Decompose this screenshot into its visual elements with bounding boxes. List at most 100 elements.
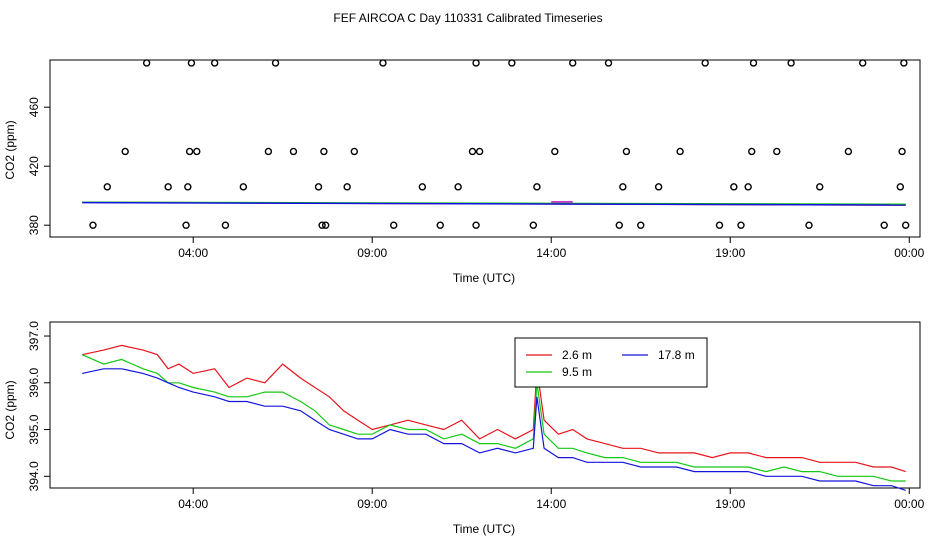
top-y-axis: 380 420 460 (27, 97, 50, 235)
y-tick-label: 394.0 (27, 461, 41, 491)
data-point (320, 147, 328, 156)
data-point (164, 183, 172, 191)
data-point (701, 59, 709, 67)
x-tick-label: 00:00 (894, 497, 924, 511)
x-tick-label: 04:00 (178, 497, 208, 511)
chart-title: FEF AIRCOA C Day 110331 Calibrated Times… (333, 11, 602, 25)
data-point (749, 59, 758, 67)
x-tick-label: 14:00 (536, 497, 566, 511)
data-point (472, 221, 480, 229)
top-panel: 04:00 09:00 14:00 19:00 00:00 380 420 460 Time… (3, 59, 925, 285)
y-tick-label: 395.0 (27, 414, 41, 444)
data-point (350, 147, 359, 156)
data-point (730, 183, 738, 191)
data-point (880, 221, 888, 229)
data-point (142, 59, 151, 67)
x-tick-label: 09:00 (357, 246, 387, 260)
y-tick-label: 396.0 (27, 367, 41, 397)
data-point (744, 183, 752, 191)
data-point (676, 147, 684, 156)
data-point (182, 221, 190, 229)
data-point (468, 147, 477, 156)
data-point (221, 221, 230, 229)
series-line-17-8-m (82, 368, 906, 491)
data-point (418, 183, 427, 191)
top-x-label: Time (UTC) (453, 271, 515, 285)
data-point (654, 183, 663, 191)
legend-label-2-6m: 2.6 m (562, 348, 592, 362)
data-point (551, 147, 559, 156)
data-point (901, 221, 910, 229)
data-point (844, 147, 853, 156)
legend: 2.6 m 17.8 m 9.5 m (514, 337, 708, 388)
data-point (900, 59, 908, 67)
top-circle-points (89, 59, 910, 229)
data-point (472, 59, 480, 67)
data-point (239, 183, 248, 191)
data-point (343, 183, 351, 191)
y-tick-label: 460 (27, 97, 41, 117)
data-point (569, 59, 577, 67)
data-point (773, 147, 781, 156)
data-point (390, 221, 398, 229)
data-point (187, 59, 196, 67)
data-point (318, 221, 326, 229)
y-tick-label: 397.0 (27, 321, 41, 351)
data-point (615, 221, 623, 229)
top-plot-frame (49, 59, 921, 238)
x-tick-label: 14:00 (536, 246, 566, 260)
data-point (508, 59, 516, 67)
bottom-panel: 04:00 09:00 14:00 19:00 00:00 394.0 395.0 396.… (3, 321, 925, 536)
data-point (314, 183, 323, 191)
data-point (264, 147, 273, 156)
y-tick-label: 380 (27, 215, 41, 235)
bottom-x-label: Time (UTC) (453, 522, 515, 536)
data-point (475, 147, 484, 156)
data-point (748, 147, 756, 156)
legend-box (514, 337, 708, 388)
bottom-line-series (81, 344, 906, 491)
data-point (619, 183, 627, 191)
data-point (898, 147, 906, 156)
data-point (604, 59, 613, 67)
data-point (529, 221, 538, 229)
data-point (89, 221, 97, 229)
data-point (737, 221, 745, 229)
data-point (379, 59, 387, 67)
x-tick-label: 19:00 (715, 497, 745, 511)
data-point (637, 221, 645, 229)
data-point (816, 183, 824, 191)
x-tick-label: 19:00 (715, 246, 745, 260)
series-line-2-6-m (82, 344, 906, 473)
data-point (121, 147, 129, 156)
series-line-17-8-m (82, 201, 906, 206)
data-point (210, 59, 219, 67)
data-point (787, 59, 795, 67)
data-point (533, 183, 541, 191)
data-point (859, 59, 867, 67)
data-point (436, 221, 444, 229)
data-point (805, 221, 813, 229)
data-point (271, 59, 280, 67)
data-point (454, 183, 462, 191)
x-tick-label: 09:00 (357, 497, 387, 511)
bottom-y-axis: 394.0 395.0 396.0 397.0 (27, 321, 50, 491)
legend-label-17-8m: 17.8 m (658, 348, 695, 362)
data-point (193, 147, 201, 156)
legend-label-9-5m: 9.5 m (562, 365, 592, 379)
data-point (185, 147, 194, 156)
data-point (896, 183, 905, 191)
bottom-y-label: CO2 (ppm) (3, 380, 17, 439)
top-x-axis: 04:00 09:00 14:00 19:00 00:00 (178, 237, 925, 260)
data-point (715, 221, 724, 229)
data-point (622, 147, 631, 156)
data-point (103, 183, 111, 191)
top-line-series (82, 201, 906, 206)
bottom-x-axis: 04:00 09:00 14:00 19:00 00:00 (178, 488, 925, 511)
data-point (184, 183, 192, 191)
data-point (289, 147, 298, 156)
top-y-label: CO2 (ppm) (3, 120, 17, 179)
data-point (321, 221, 330, 229)
y-tick-label: 420 (27, 156, 41, 176)
series-line-9-5-m (81, 354, 906, 482)
